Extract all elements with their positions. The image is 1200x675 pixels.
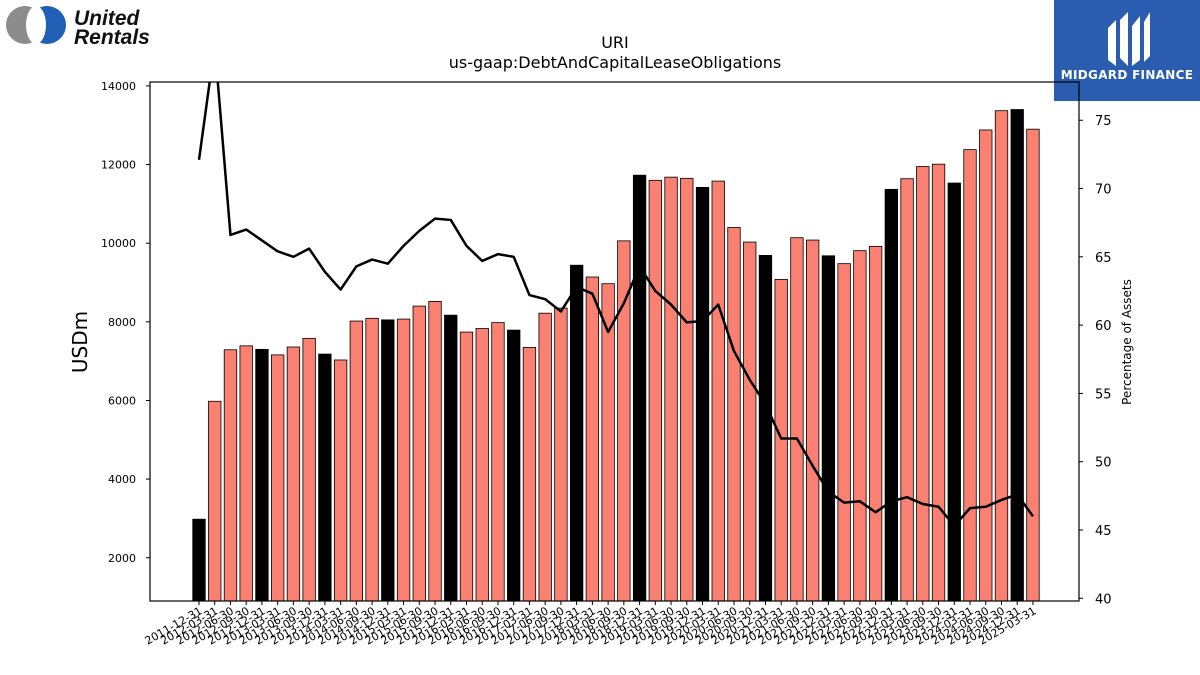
y-tick-label: 12000 (101, 159, 136, 172)
bar (554, 307, 568, 601)
bar (569, 264, 584, 601)
y2-tick-label: 75 (1095, 114, 1112, 129)
midgard-finance-badge: MIDGARD FINANCE (1054, 0, 1200, 101)
logo-line-1: United (74, 7, 140, 30)
y2-tick-label: 55 (1095, 387, 1112, 402)
bar (491, 322, 505, 601)
bar (868, 245, 883, 601)
y-axis-label: USDm (68, 311, 92, 373)
plot-frame (149, 81, 1080, 602)
united-rentals-logo: United Rentals (6, 5, 166, 49)
midgard-logo-icon (1108, 12, 1150, 66)
bar (947, 182, 961, 601)
bar (255, 348, 269, 601)
bar (318, 353, 332, 601)
bar (648, 179, 662, 601)
y-tick-label: 10000 (101, 237, 136, 250)
y2-tick-label: 50 (1095, 456, 1112, 471)
bar (522, 346, 537, 601)
y2-tick-label: 45 (1095, 524, 1112, 539)
bar (617, 240, 631, 601)
bar (601, 283, 615, 601)
bar (727, 227, 741, 601)
y2-axis-label: Percentage of Assets (1120, 279, 1134, 405)
bar (302, 337, 316, 601)
y2-tick-label: 65 (1095, 251, 1112, 266)
bar (271, 354, 285, 601)
chart-subtitle: us-gaap:DebtAndCapitalLeaseObligations (449, 53, 782, 72)
bar (239, 345, 253, 601)
bar (931, 163, 946, 601)
bars-layer (192, 109, 1040, 601)
bar (664, 176, 678, 601)
y-tick-label: 2000 (108, 552, 136, 565)
bar (837, 263, 851, 601)
bar (208, 400, 222, 601)
bar (1010, 109, 1024, 601)
bar (333, 359, 348, 601)
logo-text: United Rentals (74, 7, 150, 49)
y-tick-label: 4000 (108, 473, 136, 486)
bar (900, 178, 914, 601)
bar (507, 329, 521, 601)
bar (365, 317, 379, 601)
bar (680, 177, 694, 601)
bar (444, 314, 458, 601)
bar (711, 180, 725, 601)
y-tick-label: 8000 (108, 316, 136, 329)
bar (475, 328, 489, 601)
bar (585, 276, 600, 601)
logo-mark-icon (6, 6, 66, 44)
bar (963, 149, 977, 601)
bar (806, 239, 820, 601)
bar (349, 320, 364, 601)
bar (396, 318, 411, 601)
bar (790, 237, 804, 601)
bar (428, 300, 442, 601)
bar (994, 110, 1009, 601)
bar (853, 250, 867, 601)
bar (459, 331, 474, 601)
y-tick-label: 6000 (108, 394, 136, 407)
bar (381, 319, 395, 601)
bar (916, 166, 930, 601)
percentage-line (197, 82, 1034, 528)
line-layer (197, 82, 1034, 528)
logo-line-2: Rentals (74, 26, 150, 49)
bar (758, 254, 773, 601)
bar (884, 188, 898, 601)
chart-title: URI (601, 33, 629, 52)
y-tick-label: 14000 (101, 80, 136, 93)
bar (695, 186, 710, 601)
bar (412, 305, 426, 601)
bar (821, 255, 836, 601)
axes-layer: 2000 4000 6000 8000 10000 12000 14000 40 45 50 55 6… (101, 80, 1112, 648)
bar (979, 129, 993, 601)
y2-tick-label: 40 (1095, 592, 1112, 607)
bar (1026, 128, 1040, 601)
bar (192, 518, 206, 601)
bar (286, 346, 301, 601)
y2-tick-label: 60 (1095, 319, 1112, 334)
bar (774, 278, 788, 601)
bar (632, 174, 647, 601)
y2-tick-label: 70 (1095, 183, 1112, 198)
bar (223, 349, 238, 601)
bar (538, 312, 552, 601)
brand-name: MIDGARD FINANCE (1060, 68, 1194, 82)
bar (743, 241, 757, 601)
